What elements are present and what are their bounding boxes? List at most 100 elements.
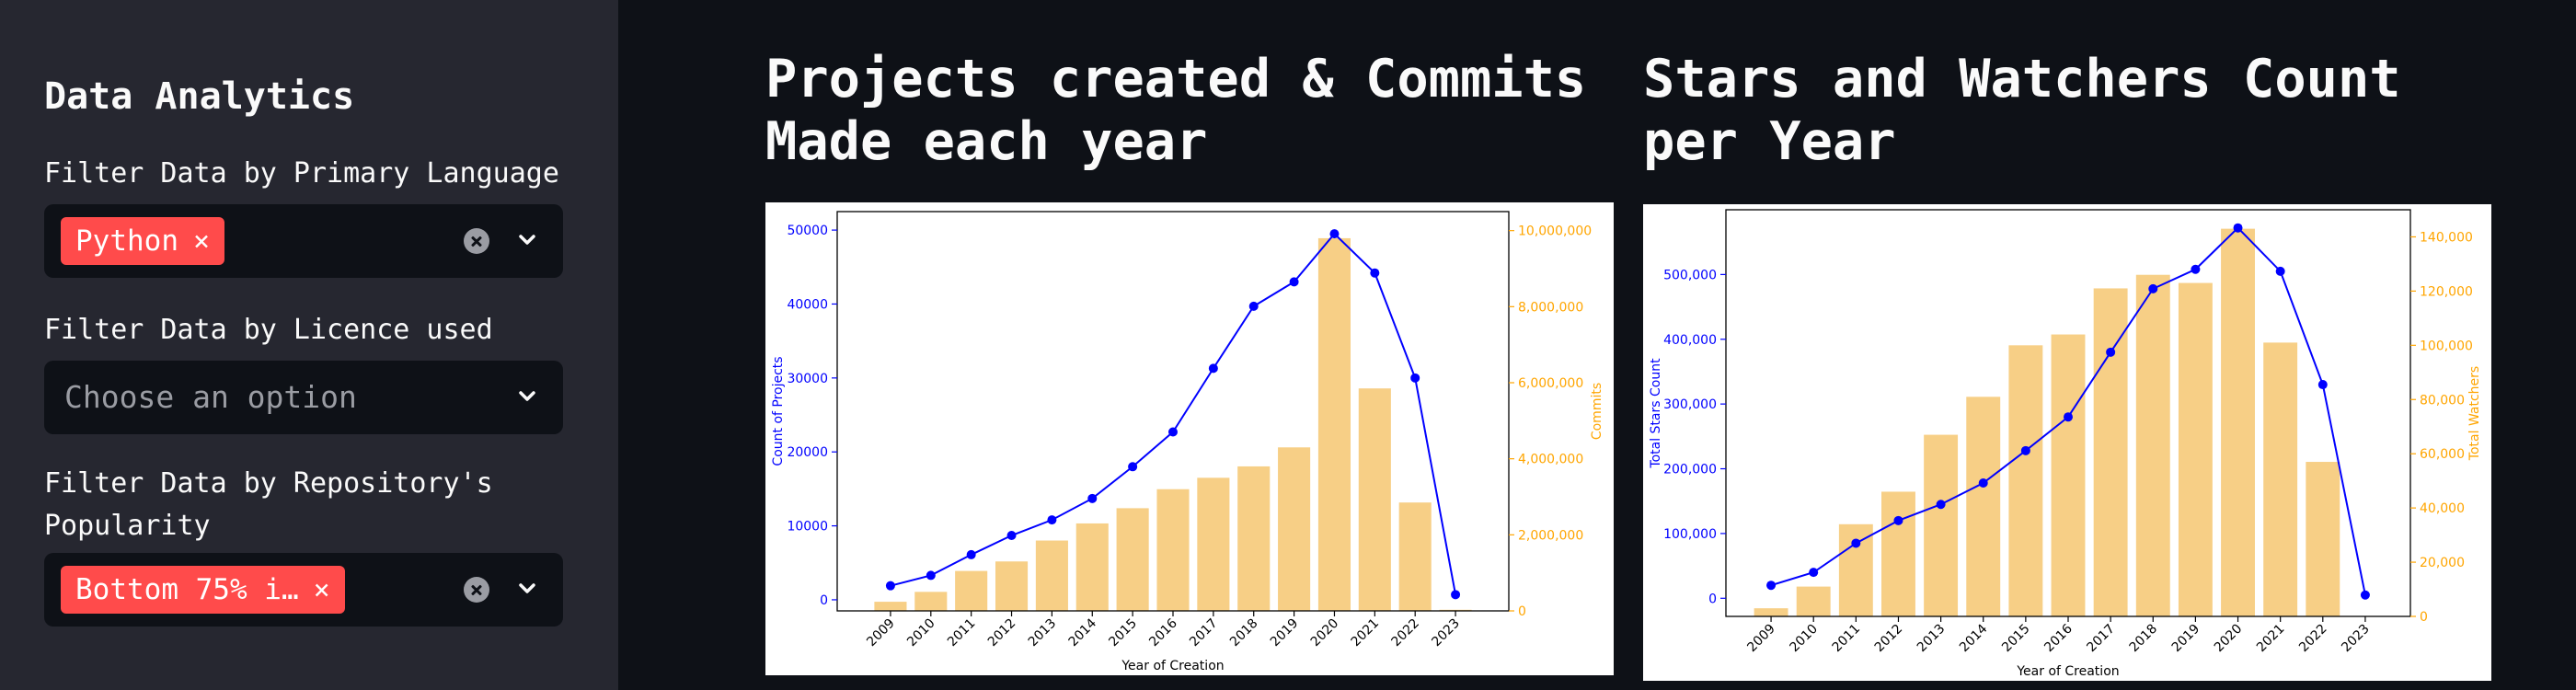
clear-all-icon[interactable] xyxy=(464,228,489,254)
bar-2017 xyxy=(2093,288,2128,616)
line-point-2019 xyxy=(1289,277,1299,287)
x-tick-label: 2016 xyxy=(2041,621,2076,655)
tag-remove-icon[interactable]: × xyxy=(192,225,211,258)
x-tick-label: 2013 xyxy=(1915,622,1949,656)
bar-2020 xyxy=(1317,237,1351,611)
language-filter-label: Filter Data by Primary Language xyxy=(44,157,559,190)
chevron-down-icon[interactable] xyxy=(513,575,541,603)
right-axis-label: Total Watchers xyxy=(2467,366,2482,461)
x-tick-label: 2016 xyxy=(1146,615,1180,650)
left-tick-label: 40000 xyxy=(787,297,828,312)
line-point-2011 xyxy=(1851,538,1861,548)
right-tick-label: 0 xyxy=(2420,610,2428,625)
bar-2009 xyxy=(1754,608,1788,616)
title-line: per Year xyxy=(1643,111,1896,172)
left-tick-label: 200,000 xyxy=(1663,463,1717,477)
x-tick-label: 2011 xyxy=(1830,622,1864,656)
right-axis-label: Commits xyxy=(1590,383,1604,440)
clear-all-icon[interactable] xyxy=(464,577,489,603)
bar-2013 xyxy=(1924,434,1959,616)
line-point-2010 xyxy=(1809,568,1819,578)
right-tick-label: 2,000,000 xyxy=(1518,528,1583,543)
line-point-2018 xyxy=(2148,283,2158,293)
bar-2020 xyxy=(2221,228,2255,617)
bar-2014 xyxy=(1075,523,1109,611)
right-tick-label: 8,000,000 xyxy=(1518,300,1583,315)
bar-2019 xyxy=(2178,282,2213,616)
x-tick-label: 2022 xyxy=(2296,622,2330,656)
bar-2013 xyxy=(1035,540,1068,611)
title-line: Made each year xyxy=(765,111,1208,172)
left-tick-label: 30000 xyxy=(787,372,828,386)
x-tick-label: 2019 xyxy=(1268,616,1302,650)
stars-watchers-chart-svg: 0 100,000 200,000 300,000 400,000 500,000 0 20,… xyxy=(1649,209,2482,679)
x-tick-label: 2012 xyxy=(985,616,1019,650)
x-tick-label: 2015 xyxy=(1999,622,2033,656)
selected-tag-popularity: Bottom 75% i… × xyxy=(61,566,345,614)
licence-filter-label: Filter Data by Licence used xyxy=(44,314,493,346)
left-tick-label: 100,000 xyxy=(1663,527,1717,542)
bar-2022 xyxy=(1398,502,1432,611)
x-tick-label: 2019 xyxy=(2169,622,2203,656)
x-tick-label: 2014 xyxy=(1066,615,1100,650)
right-tick-label: 60,000 xyxy=(2420,447,2465,462)
line-point-2013 xyxy=(1047,515,1057,525)
right-tick-label: 100,000 xyxy=(2420,339,2473,353)
chevron-down-icon[interactable] xyxy=(513,226,541,254)
left-tick-label: 400,000 xyxy=(1663,333,1717,348)
licence-multiselect[interactable]: Choose an option xyxy=(44,361,563,434)
tag-label: Bottom 75% i… xyxy=(75,573,299,606)
right-tick-label: 120,000 xyxy=(2420,284,2473,299)
bar-2012 xyxy=(1881,491,1915,616)
left-axis-label: Total Stars Count xyxy=(1649,358,1663,469)
bar-2016 xyxy=(1156,489,1190,611)
right-tick-label: 10,000,000 xyxy=(1518,224,1592,239)
line-point-2016 xyxy=(2064,412,2073,422)
sidebar: Data Analytics Filter Data by Primary La… xyxy=(0,0,618,690)
left-tick-label: 300,000 xyxy=(1663,397,1717,412)
left-tick-label: 0 xyxy=(820,593,828,608)
bar-2018 xyxy=(2135,274,2170,616)
line-point-2018 xyxy=(1248,301,1259,311)
x-tick-label: 2010 xyxy=(904,616,938,650)
line-point-2023 xyxy=(1451,590,1461,600)
selected-tag-python: Python × xyxy=(61,217,225,265)
line-point-2015 xyxy=(1128,462,1138,472)
left-tick-label: 0 xyxy=(1708,592,1717,606)
projects-commits-chart-svg: 0 10000 20000 30000 40000 50000 0 2,000,000 4,00… xyxy=(771,211,1604,673)
bar-2011 xyxy=(1838,523,1873,616)
line-point-2011 xyxy=(966,549,976,559)
line-point-2013 xyxy=(1936,500,1946,510)
bar-2015 xyxy=(1116,508,1149,611)
label-line: Filter Data by Repository's xyxy=(44,467,493,500)
x-tick-label: 2022 xyxy=(1389,616,1423,650)
line-point-2012 xyxy=(1893,515,1903,525)
select-placeholder: Choose an option xyxy=(64,379,357,415)
tag-remove-icon[interactable]: × xyxy=(313,574,330,606)
x-tick-label: 2020 xyxy=(2212,622,2246,656)
x-tick-label: 2021 xyxy=(2254,622,2288,656)
line-point-2014 xyxy=(1978,478,1988,489)
line-point-2009 xyxy=(885,581,895,591)
popularity-multiselect[interactable]: Bottom 75% i… × xyxy=(44,553,563,627)
right-tick-label: 0 xyxy=(1518,604,1526,619)
projects-commits-chart: 0 10000 20000 30000 40000 50000 0 2,000,000 4,00… xyxy=(765,202,1614,675)
line-point-2021 xyxy=(1370,268,1380,278)
tag-label: Python xyxy=(75,224,178,258)
x-tick-label: 2017 xyxy=(2084,622,2118,656)
bar-2014 xyxy=(1966,397,2001,616)
chart2-title: Stars and Watchers Count per Year xyxy=(1643,48,2471,173)
bar-2022 xyxy=(2306,462,2340,616)
popularity-filter-label: Filter Data by Repository's Popularity xyxy=(44,463,493,547)
line-point-2022 xyxy=(2317,380,2328,390)
chevron-down-icon[interactable] xyxy=(513,383,541,410)
label-line: Popularity xyxy=(44,510,211,542)
bar-2012 xyxy=(995,561,1029,611)
title-line: Stars and Watchers Count xyxy=(1643,49,2401,109)
x-tick-label: 2017 xyxy=(1187,616,1221,650)
bar-2017 xyxy=(1197,477,1230,611)
language-multiselect[interactable]: Python × xyxy=(44,204,563,278)
x-tick-label: 2021 xyxy=(1349,616,1383,650)
title-line: Projects created & Commits xyxy=(765,49,1587,109)
x-tick-label: 2013 xyxy=(1026,616,1060,650)
